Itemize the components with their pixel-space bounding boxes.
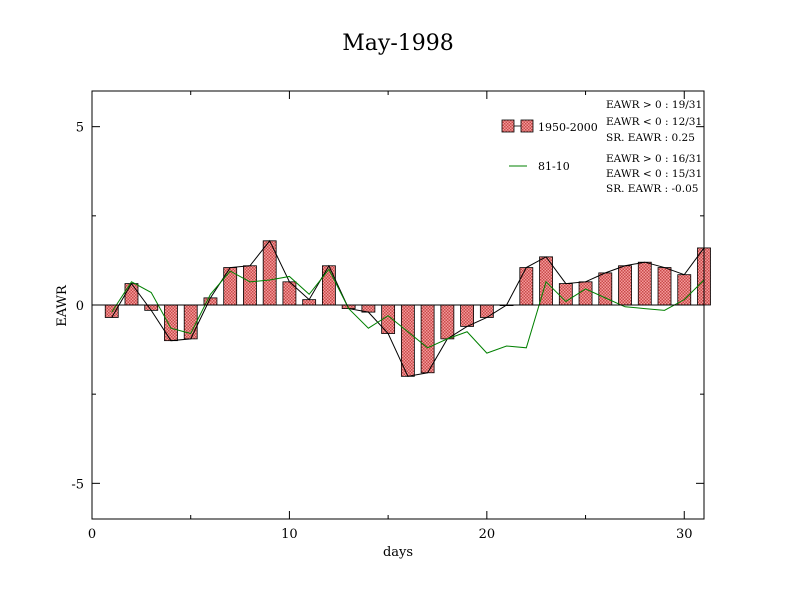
y-tick-label: -5 [71,477,84,492]
bar [618,265,632,306]
legend-swatch-bar-2 [520,119,534,133]
stat-line: EAWR < 0 : 15/31 [606,168,702,180]
line-series-81-10 [111,268,705,354]
line-81-10-polyline [111,268,705,354]
bar-connector-polyline [111,239,705,377]
y-tick-label: 0 [76,299,84,314]
ticks: 0 10 20 30 -5 0 5 [71,91,704,542]
stat-line: EAWR > 0 : 19/31 [606,99,702,111]
legend-swatch-bar-1 [501,119,515,133]
x-tick-label: 30 [676,527,693,542]
bar [460,304,475,327]
bar [479,304,494,318]
bar [677,274,692,306]
bar [578,281,593,306]
stat-line: EAWR < 0 : 12/31 [606,116,702,128]
y-axis-label: EAWR [55,284,70,327]
stat-line: SR. EAWR : -0.05 [606,183,698,195]
y-tick-label: 5 [76,121,84,136]
stat-line: EAWR > 0 : 16/31 [606,153,702,165]
bar [657,267,672,306]
stats-annotations: EAWR > 0 : 19/31 EAWR < 0 : 12/31 SR. EA… [606,99,702,195]
x-tick-label: 10 [281,527,298,542]
legend: 1950-2000 81-10 [501,119,598,173]
x-tick-label: 0 [88,527,96,542]
bar [440,304,455,340]
bar [420,304,435,374]
bar [243,265,257,306]
bar-series [104,240,711,377]
bar [519,267,534,306]
bar [164,304,178,342]
stat-line: SR. EAWR : 0.25 [606,132,695,144]
bar [637,261,652,306]
bar [302,299,317,306]
legend-label-81-10: 81-10 [538,160,570,173]
x-tick-label: 20 [479,527,496,542]
bar [321,265,336,306]
legend-label-1950-2000: 1950-2000 [538,121,598,134]
bar-connector-line [111,239,705,377]
x-axis-label: days [383,545,413,560]
chart-title: May-1998 [342,31,454,56]
bar [124,283,139,306]
